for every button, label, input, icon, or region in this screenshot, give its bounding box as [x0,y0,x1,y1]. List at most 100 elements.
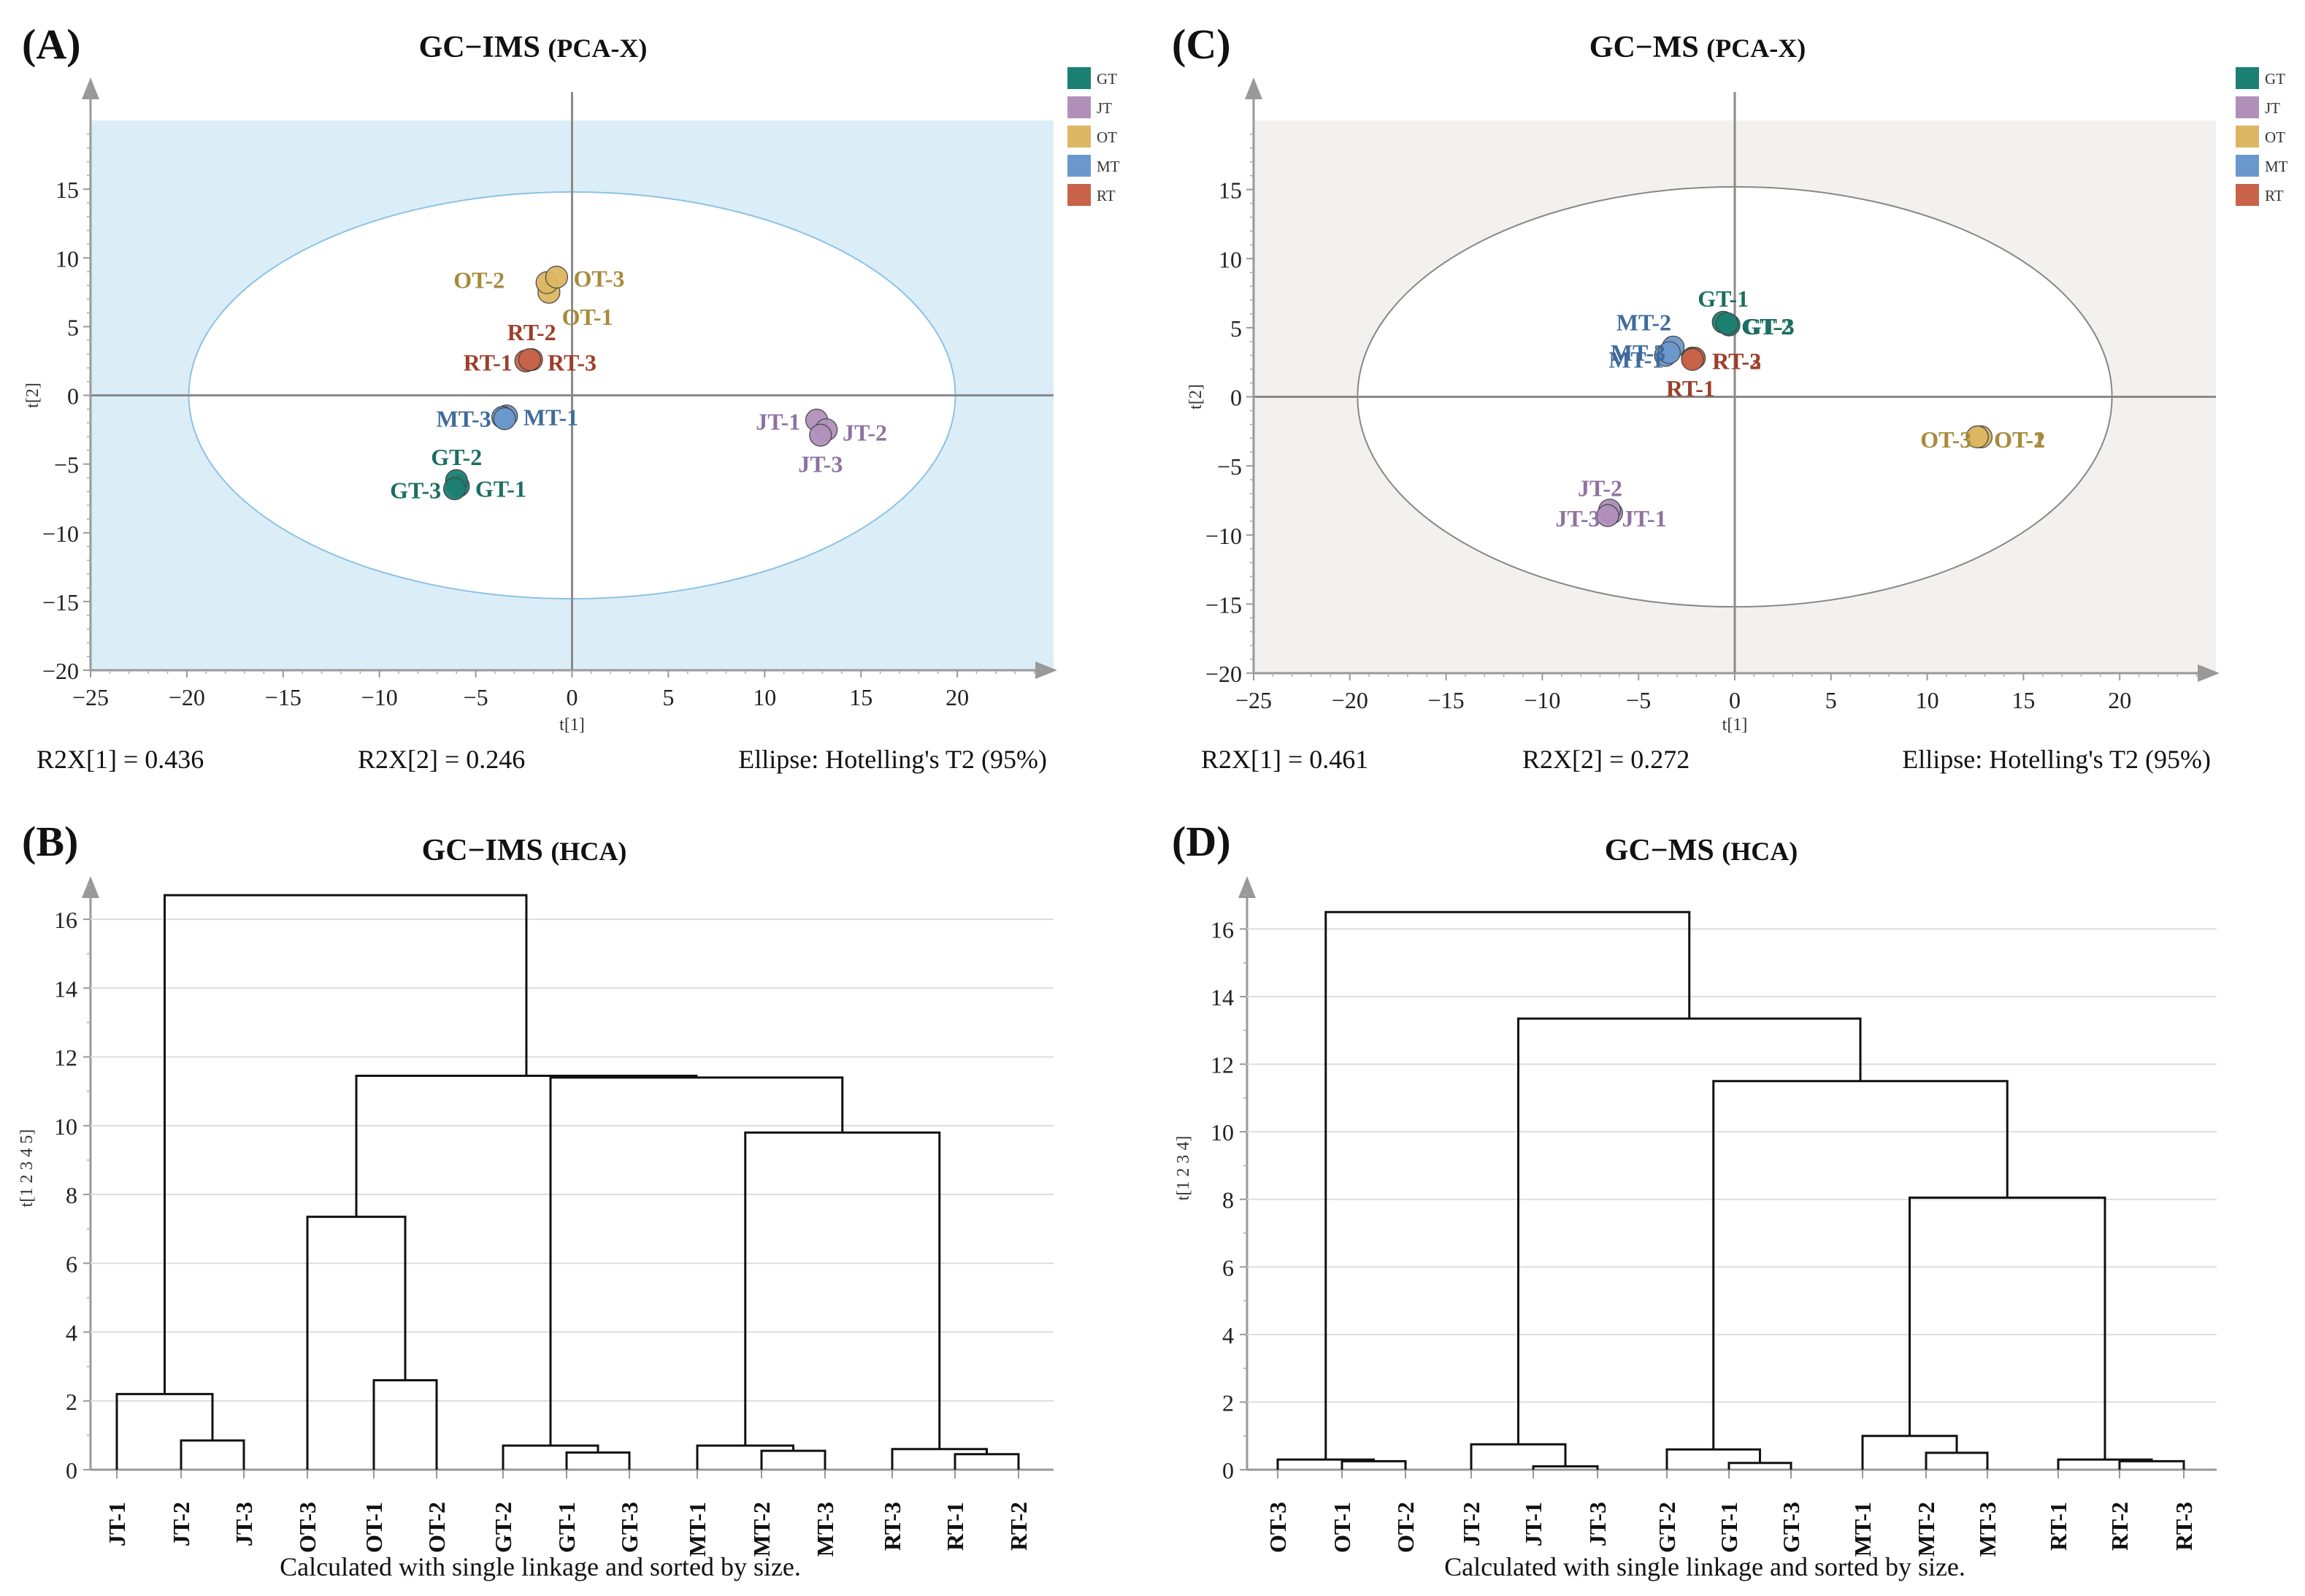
x-tick-label: 10 [1916,687,1939,713]
x-tick-label: 15 [849,684,872,710]
point-label: JT-1 [756,408,800,434]
point-label: MT-1 [1608,346,1663,372]
point-label: RT-3 [1712,348,1761,374]
y-tick-label: 15 [55,177,79,203]
chart-title-method: GC−IMS [419,31,548,64]
point-label: RT-3 [548,349,597,375]
x-tick-label: 5 [1825,687,1837,713]
point-label: OT-1 [1994,426,2045,453]
leaf-label: RT-2 [1005,1502,1032,1551]
chart-title-method: GC−MS [1589,31,1706,64]
point-label: OT-2 [1994,426,2045,453]
panel-letter: (A) [22,20,81,68]
point-label: RT-1 [464,349,513,375]
dendrogram-link [355,1075,698,1217]
legend-swatch-gt [2236,67,2259,89]
y-tick-label: −5 [54,452,79,478]
leaf-label: OT-2 [1392,1502,1419,1553]
legend-label: MT [1097,158,1120,175]
x-tick-label: −5 [1626,687,1651,713]
point-label: GT-2 [431,444,482,470]
dendrogram-link [1470,1443,1567,1470]
point-label: MT-3 [1611,339,1665,366]
dendrogram-link [115,1392,214,1470]
point-label: JT-3 [798,451,843,477]
leaf-label: JT-2 [1458,1502,1484,1546]
y-tick-label: 16 [1211,916,1234,943]
footer-stat: R2X[1] = 0.436 [37,745,204,774]
y-tick-label: 8 [1222,1187,1234,1213]
y-tick-label: 5 [67,314,79,340]
leaf-label: JT-1 [104,1502,130,1546]
axis-arrow-icon [1035,661,1057,679]
point-label: OT-3 [1920,426,1971,453]
y-axis-label: t[2] [23,383,42,408]
data-point-gt-3 [1715,312,1739,335]
y-tick-label: 8 [66,1182,77,1208]
panel-letter: (D) [1172,818,1231,865]
data-point-ot-3 [1965,425,1989,448]
point-label: OT-2 [453,266,505,293]
leaf-label: MT-3 [1974,1502,2001,1557]
legend-swatch-jt [1067,96,1091,118]
y-tick-label: 0 [1222,1457,1234,1484]
y-tick-label: 15 [1219,177,1242,204]
leaf-label: MT-3 [812,1502,838,1557]
legend-swatch-rt [2236,184,2259,206]
dendrogram-link [744,1131,941,1449]
y-tick-label: 14 [54,975,77,1002]
leaf-label: JT-2 [168,1502,194,1546]
leaf-label: MT-2 [748,1502,775,1557]
hca-panel-b: (B) GC−IMS (HCA) 0 2 4 6 8 10 12 14 16 t[1 2 3 4 5]… [18,818,1054,1581]
legend-label: OT [1097,128,1117,146]
chart-title-analysis: (HCA) [551,837,626,866]
y-tick-label: 6 [66,1251,77,1277]
point-label: GT-3 [390,477,441,503]
leaf-label: RT-3 [2171,1502,2197,1551]
x-tick-label: −25 [1235,687,1272,713]
chart-title-analysis: (PCA-X) [1706,34,1806,63]
point-label: GT-1 [1698,285,1749,312]
y-tick-label: −15 [42,589,79,615]
legend-label: RT [1097,187,1116,204]
point-label: JT-1 [1622,505,1667,532]
legend-label: JT [1097,99,1112,117]
leaf-label: GT-1 [553,1502,580,1553]
panel-letter: (C) [1172,20,1231,68]
x-tick-label: −20 [169,684,205,710]
y-axis-label: t[2] [1186,384,1205,410]
point-label: RT-2 [1712,348,1761,374]
leaf-label: GT-1 [1716,1502,1742,1553]
axis-arrow-icon [1245,77,1262,99]
chart-title: GC−MS (HCA) [1605,834,1798,867]
chart-title-method: GC−IMS [422,834,551,867]
dendrogram-link [696,1444,794,1470]
footer-note: Calculated with single linkage and sorte… [280,1552,801,1581]
y-tick-label: 2 [66,1389,77,1415]
y-tick-label: 10 [1219,246,1242,272]
dendrogram-link [372,1378,438,1470]
y-tick-label: −10 [1205,523,1242,549]
data-point-jt-3 [1596,504,1619,527]
y-tick-label: −5 [1217,453,1242,480]
axis-arrow-icon [2198,664,2220,682]
leaf-label: OT-1 [1329,1502,1355,1553]
leaf-label: OT-2 [423,1502,450,1553]
axis-arrow-icon [82,77,99,99]
y-axis-label: t[1 2 3 4] [1174,1136,1193,1201]
dendrogram-link [1665,1448,1761,1470]
point-label: JT-3 [1555,505,1600,532]
leaf-label: JT-1 [1520,1502,1546,1546]
y-tick-label: 0 [66,1457,77,1484]
axis-arrow-icon [82,876,99,898]
dendrogram-link [891,1448,988,1470]
dendrogram-link [549,1076,844,1446]
footer-note: Calculated with single linkage and sorte… [1444,1552,1965,1581]
y-tick-label: 10 [1211,1119,1234,1146]
x-axis-label: t[1] [1722,715,1748,734]
x-tick-label: −15 [1428,687,1465,713]
y-tick-label: 6 [1222,1254,1234,1281]
x-tick-label: −10 [1524,687,1560,713]
point-label: GT-2 [1741,313,1792,339]
y-tick-label: −10 [42,521,79,547]
